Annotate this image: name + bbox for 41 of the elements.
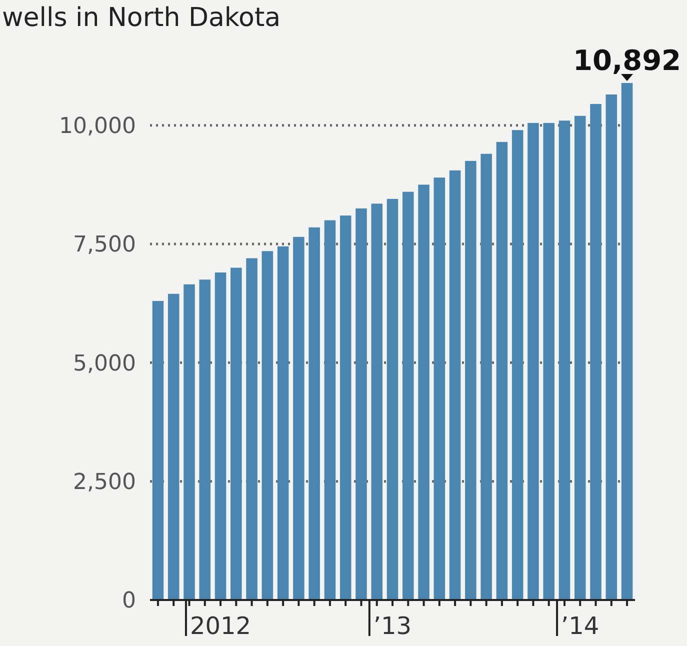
bar — [528, 122, 539, 600]
x-tick-label: 2012 — [190, 612, 252, 640]
bar — [386, 198, 398, 600]
chart-title: wells in North Dakota — [2, 3, 281, 33]
bar — [371, 204, 382, 600]
bar — [449, 170, 461, 600]
y-tick-label: 10,000 — [59, 114, 136, 140]
bar — [230, 268, 242, 600]
bar — [512, 130, 524, 600]
bar — [246, 258, 258, 600]
bar — [152, 300, 164, 600]
bar — [199, 280, 211, 600]
bar — [434, 178, 446, 600]
bar — [480, 154, 492, 600]
bar — [168, 294, 180, 600]
x-tick-label: ’14 — [561, 612, 600, 640]
bar — [558, 120, 570, 600]
bar — [621, 83, 633, 600]
bar — [418, 184, 430, 600]
bar — [590, 104, 602, 600]
x-tick-label: ’13 — [373, 612, 412, 640]
bar — [324, 220, 336, 600]
bar — [465, 160, 476, 600]
y-tick-label: 2,500 — [73, 470, 136, 496]
bar — [214, 272, 226, 600]
bar — [402, 192, 414, 600]
bar — [262, 251, 274, 600]
y-tick-label: 7,500 — [73, 232, 136, 258]
data-label: 10,892 — [572, 44, 682, 77]
bar — [277, 246, 289, 600]
bar — [606, 94, 618, 600]
y-tick-label: 5,000 — [73, 351, 136, 376]
bar — [496, 142, 508, 600]
y-tick-label: 0 — [122, 588, 136, 614]
bar — [308, 227, 320, 600]
bar — [543, 122, 554, 600]
bar — [574, 116, 586, 600]
bar — [340, 216, 352, 600]
bar — [293, 236, 304, 600]
bar — [356, 208, 367, 600]
bar — [184, 284, 195, 600]
